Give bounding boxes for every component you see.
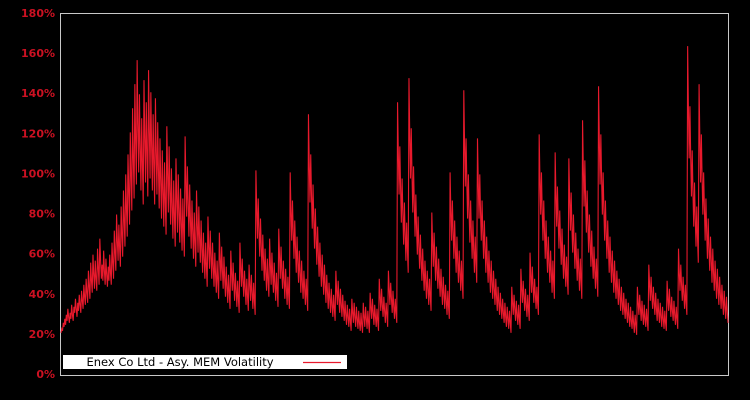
y-axis-tick-label: 160% [21,47,55,60]
y-axis-tick-labels: 0% 20% 40% 60% 80% 100% 120% 140% 160% 180% [21,7,55,381]
y-axis-tick-label: 100% [21,167,55,180]
legend-background [63,355,347,369]
chart-legend[interactable]: Enex Co Ltd - Asy. MEM Volatility [63,355,347,369]
y-axis-tick-label: 80% [29,208,55,221]
y-axis-tick-label: 120% [21,127,55,140]
data-series-group [60,46,729,335]
y-axis-tick-label: 60% [29,248,55,261]
y-axis-tick-label: 40% [29,288,55,301]
y-axis-tick-label: 140% [21,87,55,100]
plot-frame [60,13,729,376]
y-axis-tick-label: 20% [29,328,55,341]
y-axis-tick-label: 180% [21,7,55,20]
legend-label: Enex Co Ltd - Asy. MEM Volatility [86,355,273,369]
y-axis-tick-label: 0% [36,368,55,381]
series-line-0 [60,46,729,335]
